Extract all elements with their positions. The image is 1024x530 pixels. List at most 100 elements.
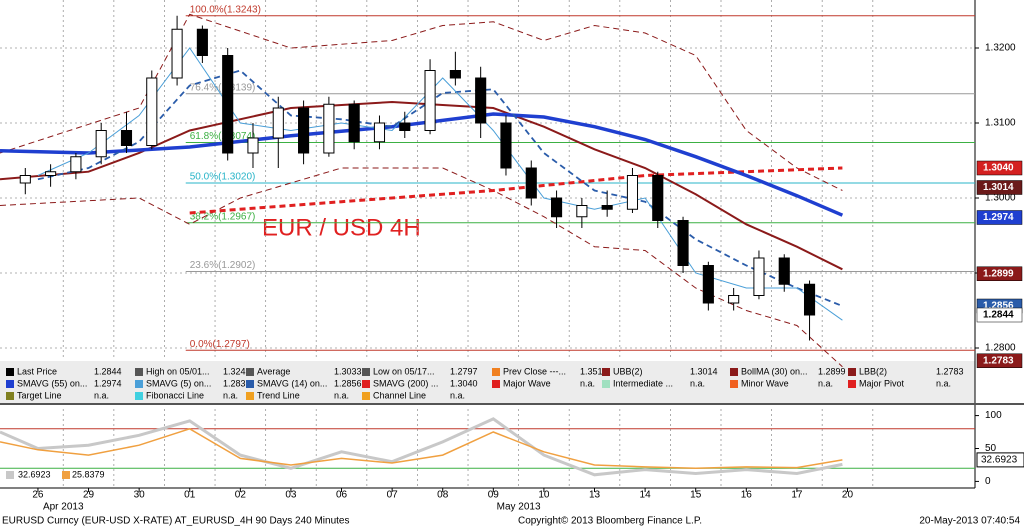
legend-swatch bbox=[6, 368, 14, 376]
candle-body bbox=[95, 130, 107, 158]
legend-value: n.a. bbox=[94, 390, 109, 400]
legend-swatch bbox=[362, 368, 370, 376]
price-tag-label: 1.2899 bbox=[983, 268, 1014, 279]
candle-body bbox=[475, 77, 487, 124]
candle-body bbox=[247, 137, 259, 154]
legend-label: SMAVG (5) on... bbox=[146, 378, 211, 388]
candle-body bbox=[652, 175, 664, 221]
legend-label: LBB(2) bbox=[859, 366, 887, 376]
candle-body bbox=[576, 205, 588, 218]
legend-value: 1.3040 bbox=[450, 378, 478, 388]
legend-value: n.a. bbox=[818, 378, 833, 388]
legend-swatch bbox=[848, 368, 856, 376]
legend-value: n.a. bbox=[936, 378, 951, 388]
legend-swatch bbox=[135, 368, 143, 376]
candle-body bbox=[778, 257, 790, 285]
indicator-tag-label: 32.6923 bbox=[981, 455, 1018, 466]
y-tick-label: 1.3100 bbox=[985, 118, 1016, 129]
candle-body bbox=[500, 122, 512, 169]
legend-label: Prev Close ---... bbox=[503, 366, 566, 376]
legend-label: SMAVG (55) on... bbox=[17, 378, 87, 388]
legend-swatch bbox=[135, 380, 143, 388]
x-tick-label: 06 bbox=[336, 490, 348, 501]
candle-body bbox=[70, 156, 82, 173]
candle-body bbox=[196, 28, 208, 56]
price-tag-label: 1.2844 bbox=[983, 310, 1014, 321]
legend-value: 1.2899 bbox=[818, 366, 846, 376]
legend-swatch bbox=[135, 392, 143, 400]
legend-label: Major Pivot bbox=[859, 378, 905, 388]
candle-body bbox=[753, 257, 765, 296]
candle-body bbox=[601, 205, 613, 210]
series-line bbox=[0, 167, 843, 368]
x-tick-label: 14 bbox=[640, 490, 652, 501]
legend-swatch bbox=[246, 368, 254, 376]
candle-body bbox=[298, 107, 310, 154]
legend-swatch bbox=[492, 380, 500, 388]
price-tag bbox=[976, 266, 1023, 281]
legend-label: Target Line bbox=[17, 390, 62, 400]
candle-body bbox=[171, 28, 183, 79]
indicator-line bbox=[0, 427, 843, 470]
candle-body bbox=[424, 70, 436, 131]
fib-label: 100.0%(1.3243) bbox=[190, 4, 261, 15]
legend-value: n.a. bbox=[580, 378, 595, 388]
x-tick-label: 10 bbox=[538, 490, 550, 501]
legend-label: Intermediate ... bbox=[613, 378, 673, 388]
legend-swatch bbox=[246, 380, 254, 388]
legend-value: 1.2856 bbox=[334, 378, 362, 388]
legend-swatch bbox=[362, 392, 370, 400]
candle-body bbox=[323, 103, 335, 154]
legend-value: n.a. bbox=[334, 390, 349, 400]
candle-body bbox=[45, 171, 57, 176]
x-tick-label: 20 bbox=[842, 490, 854, 501]
legend-panel bbox=[0, 361, 975, 403]
fib-label: 23.6%(1.2902) bbox=[190, 260, 256, 271]
legend-label: High on 05/01... bbox=[146, 366, 210, 376]
x-tick-label: 16 bbox=[741, 490, 753, 501]
legend-value: n.a. bbox=[450, 390, 465, 400]
footer-right: 20-May-2013 07:40:54 bbox=[919, 516, 1020, 527]
legend-label: Fibonacci Line bbox=[146, 390, 204, 400]
x-tick-label: 03 bbox=[285, 490, 297, 501]
legend-value: 1.3014 bbox=[690, 366, 718, 376]
candle-body bbox=[677, 220, 689, 266]
x-tick-label: 29 bbox=[83, 490, 95, 501]
series-line bbox=[0, 13, 843, 191]
legend-swatch bbox=[602, 368, 610, 376]
legend-swatch bbox=[730, 380, 738, 388]
indicator-tag bbox=[976, 452, 1024, 468]
price-tag bbox=[976, 307, 1023, 323]
price-tag-label: 1.2856 bbox=[983, 301, 1014, 312]
candle-body bbox=[551, 197, 563, 218]
indicator-swatch bbox=[6, 471, 14, 479]
legend-value: n.a. bbox=[690, 378, 705, 388]
price-tag bbox=[976, 180, 1023, 195]
legend-value: 1.2844 bbox=[94, 366, 122, 376]
x-tick-label: 13 bbox=[589, 490, 601, 501]
footer-left: EURUSD Curncy (EUR-USD X-RATE) AT_EURUSD… bbox=[2, 516, 350, 527]
legend-label: Minor Wave bbox=[741, 378, 789, 388]
x-tick-label: 01 bbox=[184, 490, 196, 501]
fib-label: 38.2%(1.2967) bbox=[190, 211, 256, 222]
candle-body bbox=[19, 175, 31, 184]
price-tag bbox=[976, 210, 1023, 225]
month-label: May 2013 bbox=[497, 502, 541, 513]
candle-body bbox=[449, 70, 461, 79]
y-tick-label: 1.3000 bbox=[985, 193, 1016, 204]
legend-swatch bbox=[6, 380, 14, 388]
x-tick-label: 08 bbox=[437, 490, 449, 501]
y-tick-label: 1.2800 bbox=[985, 343, 1016, 354]
x-tick-label: 17 bbox=[791, 490, 803, 501]
legend-value: 1.2783 bbox=[936, 366, 964, 376]
footer-center: Copyright© 2013 Bloomberg Finance L.P. bbox=[518, 516, 702, 527]
month-label: Apr 2013 bbox=[43, 502, 84, 513]
candle-body bbox=[525, 167, 537, 199]
candle-body bbox=[120, 130, 133, 146]
legend-label: Trend Line bbox=[257, 390, 300, 400]
legend-swatch bbox=[6, 392, 14, 400]
candle-body bbox=[272, 107, 284, 139]
legend-label: SMAVG (200) ... bbox=[373, 378, 438, 388]
price-tag-label: 1.3040 bbox=[983, 163, 1014, 174]
